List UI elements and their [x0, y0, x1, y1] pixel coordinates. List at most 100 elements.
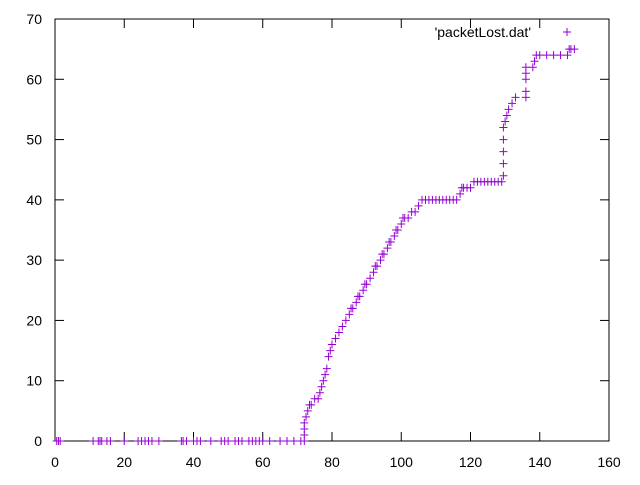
- data-point: [289, 437, 298, 445]
- data-point: [326, 346, 335, 355]
- legend-label-series-1: 'packetLost.dat': [435, 24, 531, 40]
- x-tick-label: 120: [459, 454, 483, 470]
- data-point: [456, 189, 465, 198]
- y-tick-label: 30: [26, 252, 42, 268]
- data-point: [397, 219, 406, 228]
- data-point: [345, 310, 354, 319]
- y-tick-label: 60: [26, 71, 42, 87]
- data-point: [501, 117, 510, 126]
- data-point: [466, 183, 475, 192]
- data-point: [530, 57, 539, 66]
- x-tick-label: 100: [390, 454, 414, 470]
- data-point: [300, 418, 309, 427]
- data-point: [276, 437, 285, 445]
- data-point: [196, 437, 205, 445]
- data-point: [556, 51, 565, 60]
- data-point: [369, 268, 378, 277]
- data-point: [319, 376, 328, 385]
- y-tick-label: 50: [26, 132, 42, 148]
- data-point: [334, 328, 343, 337]
- y-tick-label: 70: [26, 11, 42, 27]
- data-point: [315, 388, 324, 397]
- data-point: [206, 437, 215, 445]
- data-point: [237, 437, 246, 445]
- data-point: [154, 437, 163, 445]
- data-point: [321, 370, 330, 379]
- data-point: [549, 51, 558, 60]
- data-point: [521, 63, 530, 72]
- data-point: [328, 340, 336, 349]
- data-point: [322, 364, 331, 373]
- data-point: [386, 238, 395, 247]
- data-point: [224, 437, 233, 445]
- data-point: [499, 159, 508, 168]
- data-point: [303, 406, 312, 415]
- data-point: [404, 213, 413, 222]
- legend: 'packetLost.dat': [435, 24, 571, 40]
- data-point: [511, 93, 520, 102]
- x-tick-label: 160: [597, 454, 621, 470]
- x-tick-label: 0: [51, 454, 59, 470]
- y-tick-label: 0: [34, 433, 42, 449]
- data-point: [317, 382, 326, 391]
- legend-marker-series-1: [563, 28, 571, 36]
- data-point: [352, 298, 361, 307]
- data-point: [411, 207, 420, 216]
- data-point: [504, 105, 513, 114]
- data-point: [373, 262, 382, 271]
- x-tick-label: 140: [528, 454, 552, 470]
- data-point: [390, 232, 399, 241]
- data-point: [56, 437, 65, 445]
- data-point: [282, 437, 291, 445]
- data-point: [499, 147, 508, 156]
- data-point: [542, 51, 551, 60]
- data-point: [499, 123, 508, 132]
- data-point: [535, 51, 544, 60]
- data-point: [324, 352, 333, 361]
- data-point: [355, 292, 364, 301]
- data-point: [106, 437, 115, 445]
- data-point: [497, 177, 506, 186]
- data-point: [314, 394, 323, 403]
- data-point: [362, 280, 371, 289]
- data-point: [120, 437, 129, 445]
- x-tick-label: 80: [324, 454, 340, 470]
- data-point: [508, 99, 517, 108]
- y-tick-label: 40: [26, 192, 42, 208]
- y-tick-label: 20: [26, 312, 42, 328]
- data-point: [302, 412, 311, 421]
- data-point: [338, 322, 347, 331]
- data-point: [379, 250, 388, 259]
- data-point: [499, 171, 508, 180]
- data-point: [258, 437, 267, 445]
- data-point: [359, 286, 368, 295]
- x-tick-label: 60: [255, 454, 271, 470]
- x-tick-label: 20: [116, 454, 132, 470]
- data-point: [366, 274, 375, 283]
- data-point: [499, 135, 508, 144]
- data-point: [502, 111, 511, 120]
- data-point: [452, 195, 461, 204]
- x-tick-label: 40: [186, 454, 202, 470]
- data-point: [341, 316, 350, 325]
- data-point: [521, 87, 530, 96]
- y-tick-label: 10: [26, 373, 42, 389]
- legend-marker-point: [563, 28, 571, 36]
- series-points: [52, 45, 579, 445]
- axes: 0 20 40 60 80 100 120 140 160 0 10 20 30 40 50 60 70: [26, 11, 620, 470]
- data-point: [307, 400, 316, 409]
- data-point: [383, 244, 392, 253]
- data-point: [414, 201, 423, 210]
- data-point: [393, 226, 402, 234]
- data-point: [348, 304, 357, 313]
- data-point: [563, 51, 572, 60]
- data-point: [570, 45, 579, 54]
- data-point: [528, 63, 537, 72]
- data-point: [331, 334, 340, 343]
- data-point: [376, 256, 385, 265]
- data-point: [147, 437, 156, 445]
- data-point: [182, 437, 191, 445]
- data-point: [265, 437, 274, 445]
